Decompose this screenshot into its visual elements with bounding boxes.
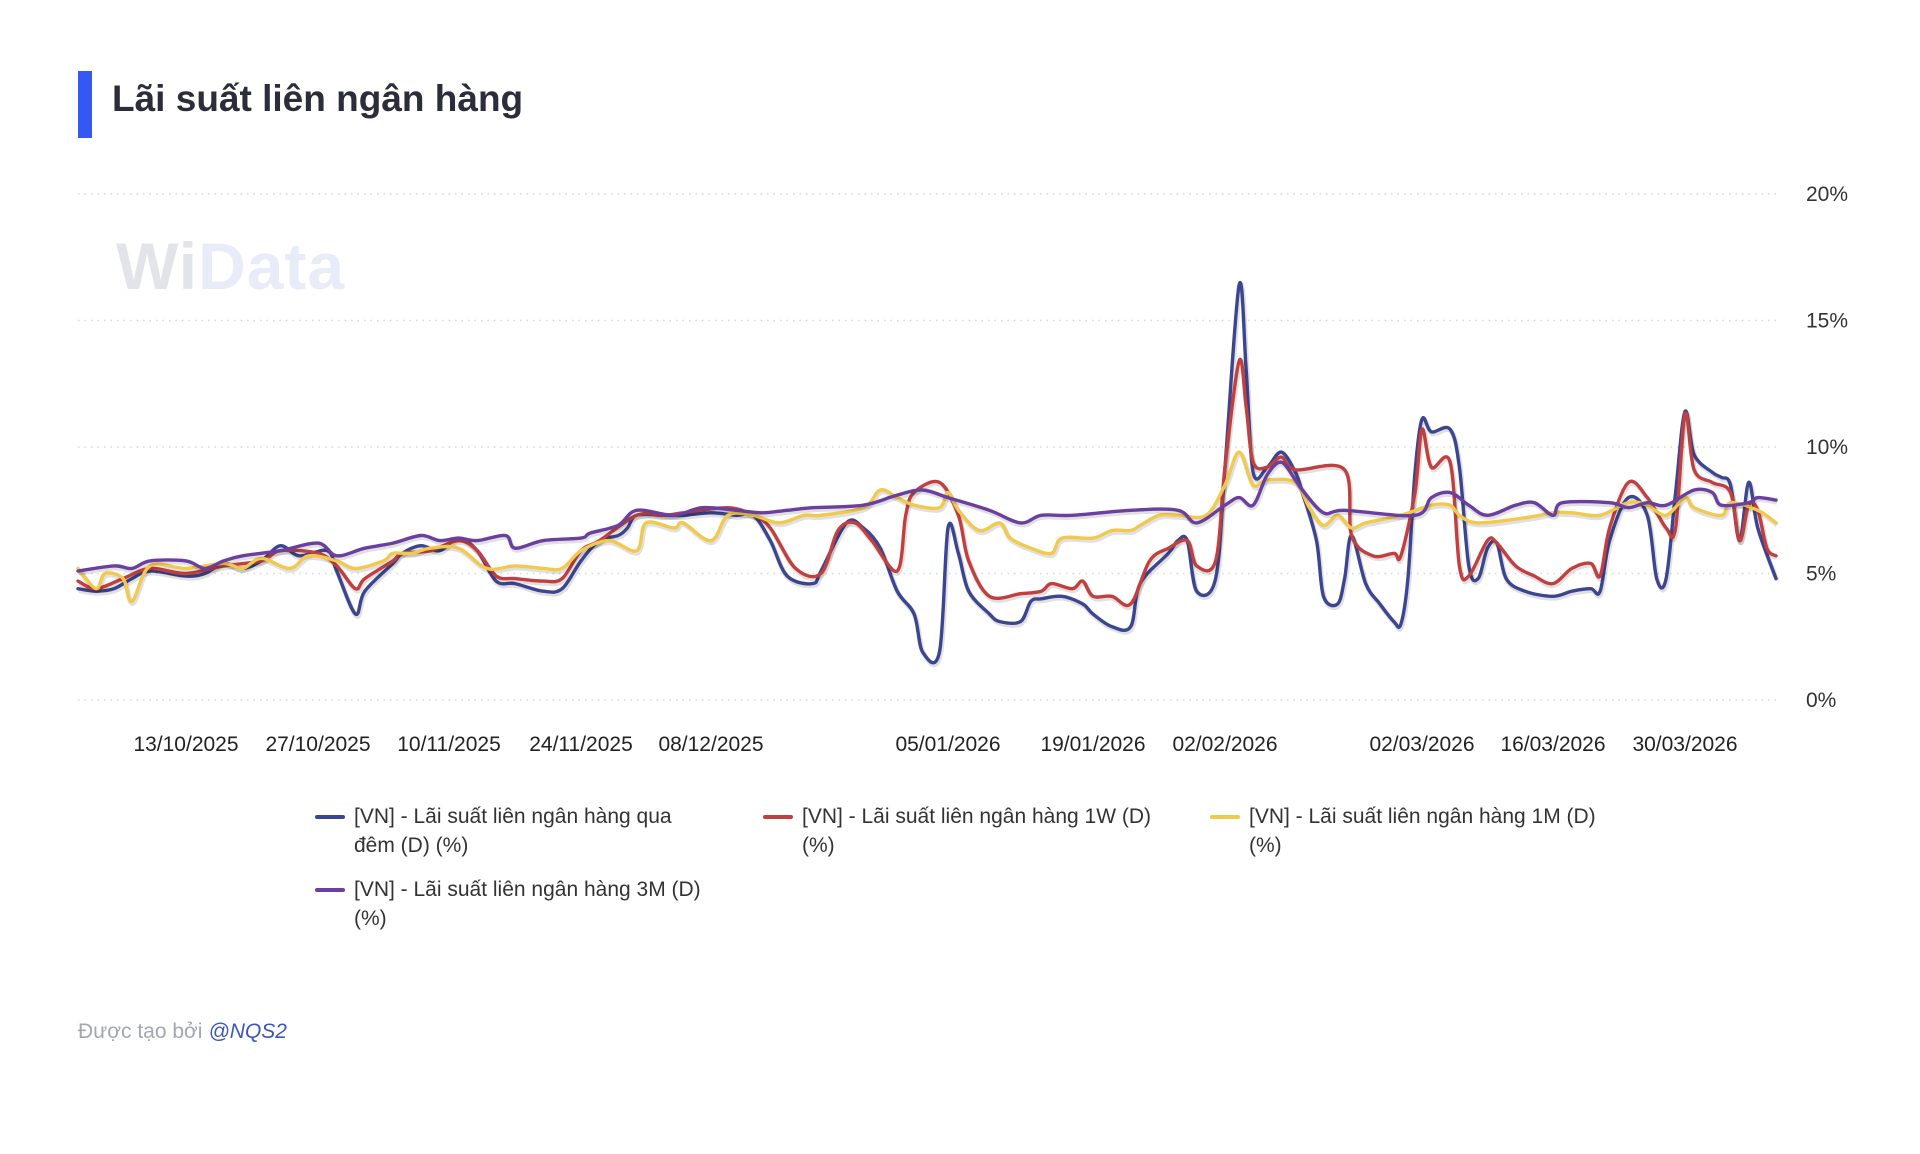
watermark-part-2: Data bbox=[198, 229, 346, 303]
footer-credit: Được tạo bởi @NQS2 bbox=[78, 1020, 287, 1044]
x-tick-label: 10/11/2025 bbox=[397, 733, 501, 756]
x-axis-ticks: 13/10/2025 27/10/2025 10/11/2025 24/11/2025… bbox=[133, 733, 1737, 756]
legend-label: [VN] - Lãi suất liên ngân hàng 1M (D) (%… bbox=[1249, 805, 1596, 857]
x-tick-label: 08/12/2025 bbox=[658, 733, 763, 756]
legend-swatch-1w bbox=[763, 815, 793, 819]
legend-swatch-3m bbox=[315, 888, 345, 892]
widata-watermark-logo: WiData bbox=[116, 228, 345, 304]
legend-item-1w[interactable]: [VN] - Lãi suất liên ngân hàng 1W (D) (%… bbox=[763, 802, 1163, 860]
legend-item-overnight[interactable]: [VN] - Lãi suất liên ngân hàng qua đêm (… bbox=[315, 802, 715, 860]
gridlines bbox=[78, 193, 1776, 701]
series-1m-shadow bbox=[77, 451, 1779, 606]
legend-swatch-overnight bbox=[315, 815, 345, 819]
y-tick-label: 5% bbox=[1806, 563, 1836, 586]
series-1m-line[interactable] bbox=[76, 450, 1778, 603]
legend-label: [VN] - Lãi suất liên ngân hàng 3M (D) (%… bbox=[354, 878, 701, 930]
series-3m-line[interactable] bbox=[76, 460, 1778, 573]
y-tick-label: 10% bbox=[1806, 436, 1848, 459]
author-link[interactable]: @NQS2 bbox=[208, 1020, 287, 1043]
series-overnight-line[interactable] bbox=[76, 280, 1778, 665]
created-by-label: Được tạo bởi bbox=[78, 1020, 203, 1043]
x-tick-label: 02/02/2026 bbox=[1172, 733, 1277, 756]
title-accent-bar bbox=[78, 71, 92, 138]
series-1w-line[interactable] bbox=[76, 357, 1778, 608]
x-tick-label: 13/10/2025 bbox=[133, 733, 238, 756]
x-tick-label: 05/01/2026 bbox=[895, 733, 1000, 756]
x-tick-label: 24/11/2025 bbox=[529, 733, 633, 756]
page-title: Lãi suất liên ngân hàng bbox=[112, 78, 524, 119]
x-tick-label: 30/03/2026 bbox=[1632, 733, 1737, 756]
x-tick-label: 27/10/2025 bbox=[265, 733, 370, 756]
line-chart: 0% 5% 10% 15% 20% 13/10/2025 27/10/2025 10/11/… bbox=[76, 183, 1848, 756]
x-tick-label: 16/03/2026 bbox=[1500, 733, 1605, 756]
legend-label: [VN] - Lãi suất liên ngân hàng 1W (D) (%… bbox=[802, 805, 1152, 857]
x-tick-label: 19/01/2026 bbox=[1040, 733, 1145, 756]
legend-item-1m[interactable]: [VN] - Lãi suất liên ngân hàng 1M (D) (%… bbox=[1210, 802, 1610, 860]
legend-item-3m[interactable]: [VN] - Lãi suất liên ngân hàng 3M (D) (%… bbox=[315, 875, 715, 933]
y-tick-label: 0% bbox=[1806, 689, 1836, 712]
series-lines bbox=[76, 280, 1780, 668]
legend-swatch-1m bbox=[1210, 815, 1240, 819]
series-overnight-shadow bbox=[78, 282, 1780, 668]
y-axis-ticks: 0% 5% 10% 15% 20% bbox=[1806, 183, 1848, 712]
legend-label: [VN] - Lãi suất liên ngân hàng qua đêm (… bbox=[354, 805, 672, 857]
x-tick-label: 02/03/2026 bbox=[1369, 733, 1474, 756]
watermark-part-1: Wi bbox=[116, 229, 199, 303]
y-tick-label: 20% bbox=[1806, 183, 1848, 206]
y-tick-label: 15% bbox=[1806, 310, 1848, 333]
